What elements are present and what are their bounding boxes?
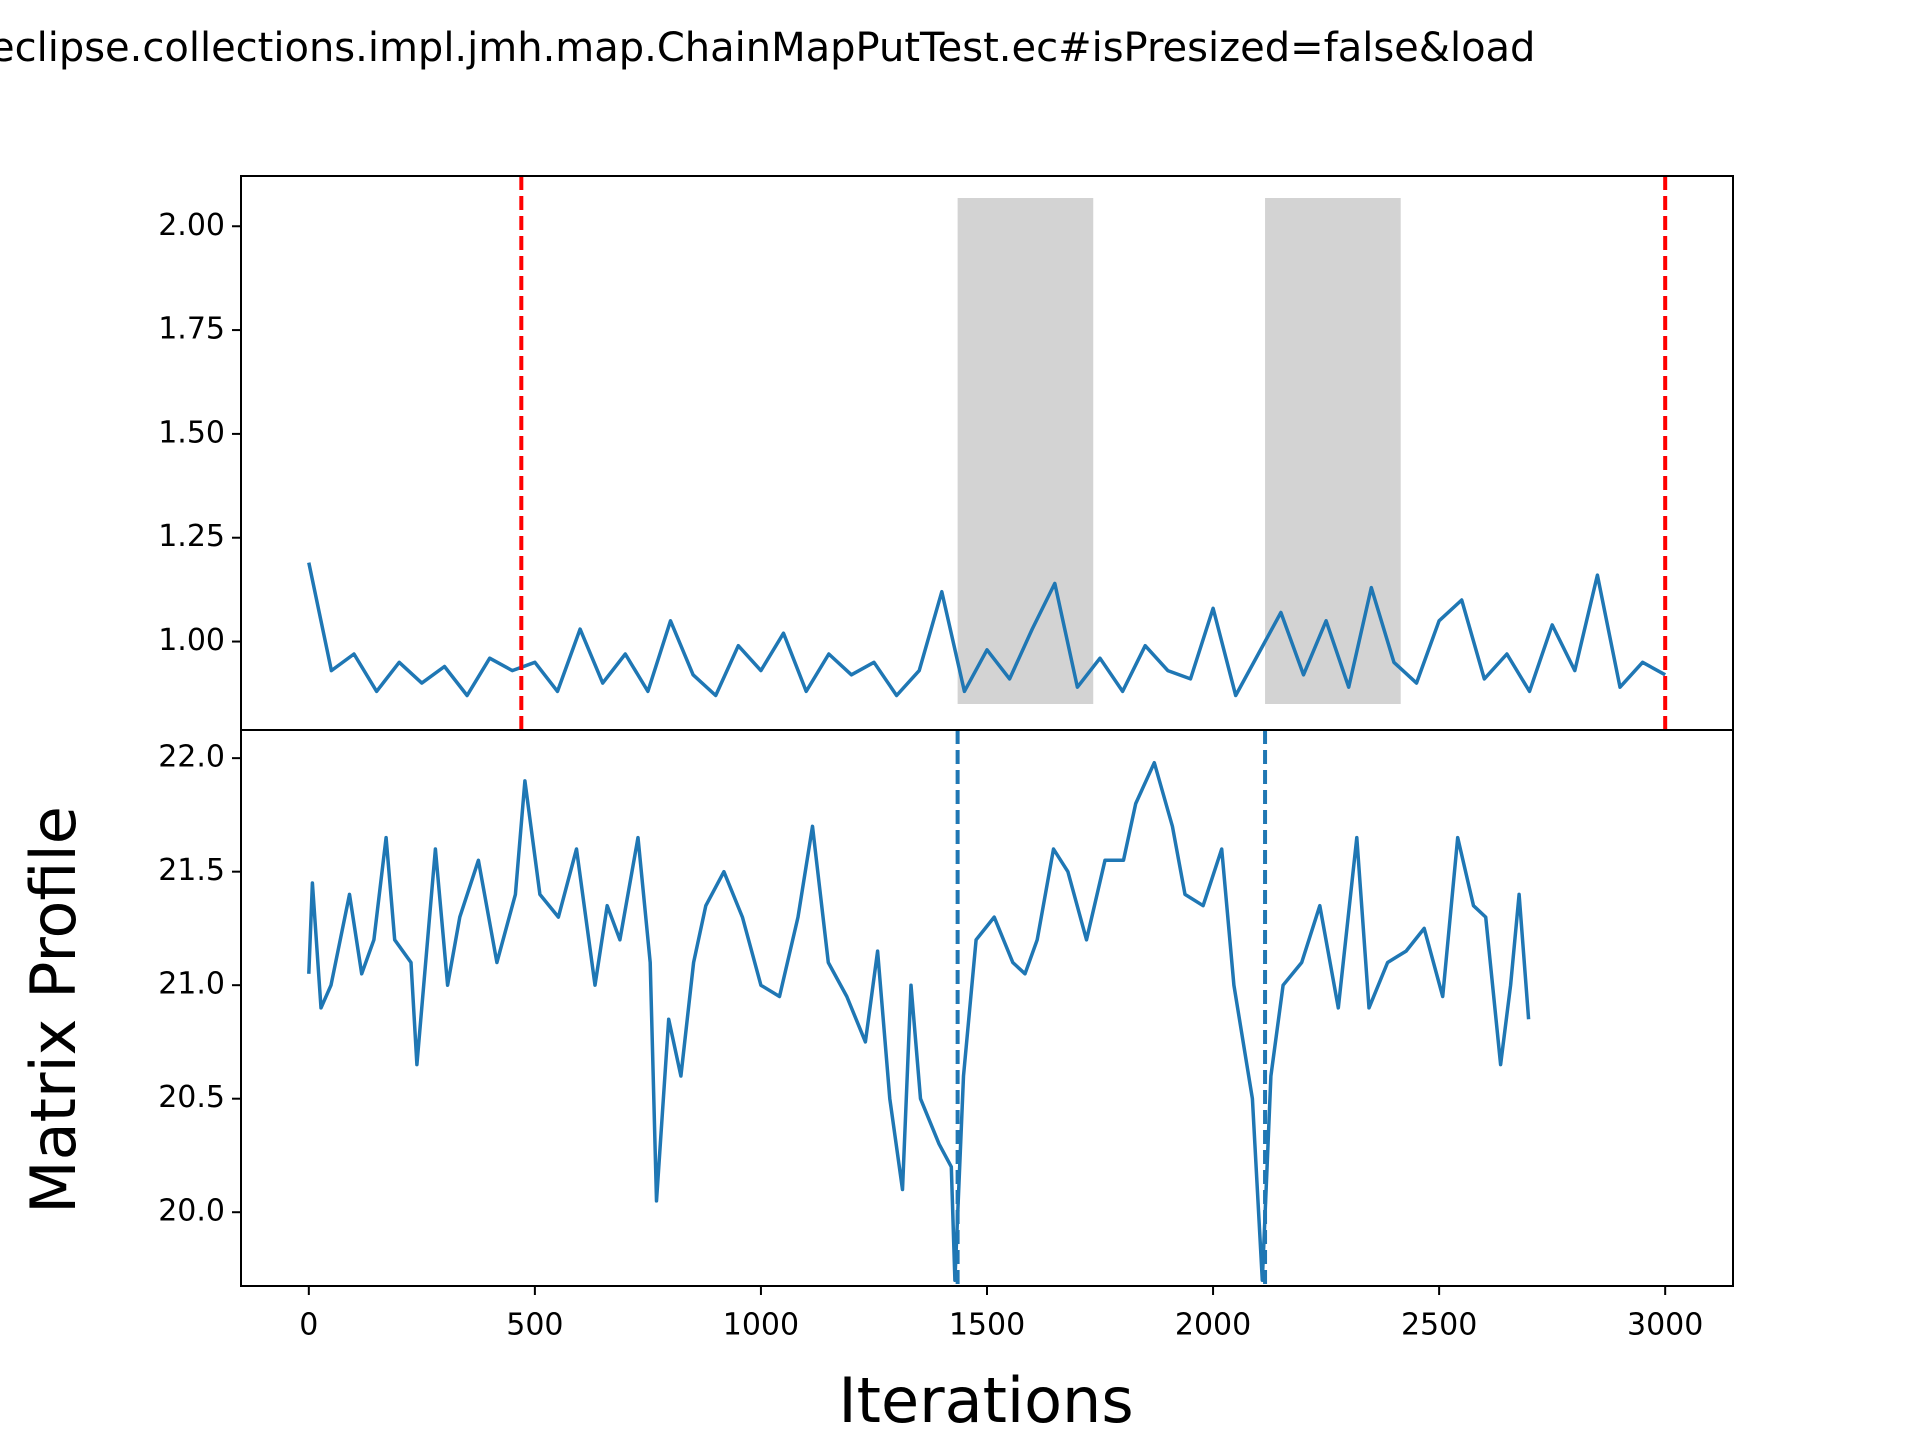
x-tick-label: 2000 [1175, 1308, 1251, 1343]
x-tick-label: 1000 [723, 1308, 799, 1343]
y-axis-label: Matrix Profile [17, 806, 90, 1214]
y-tick-label: 1.25 [158, 519, 225, 554]
x-tick-label: 3000 [1627, 1308, 1703, 1343]
y-tick-label: 21.0 [158, 967, 225, 1002]
y-tick-label: 20.5 [158, 1080, 225, 1115]
highlight-span [957, 198, 1094, 704]
y-tick-label: 1.75 [158, 312, 225, 347]
x-tick-label: 1500 [949, 1308, 1025, 1343]
x-tick-label: 2500 [1401, 1308, 1477, 1343]
x-tick-label: 0 [299, 1308, 318, 1343]
y-tick-label: 1.00 [158, 623, 225, 658]
y-tick-label: 22.0 [158, 740, 225, 775]
y-tick-label: 2.00 [158, 208, 225, 243]
y-tick-label: 21.5 [158, 853, 225, 888]
highlight-span [1265, 198, 1401, 704]
y-tick-label: 1.50 [158, 415, 225, 450]
y-tick-label: 20.0 [158, 1194, 225, 1229]
chart-title: eclipse.collections.impl.jmh.map.ChainMa… [0, 25, 1535, 71]
data-line [307, 562, 1667, 698]
data-line [307, 760, 1531, 1283]
x-axis-label: Iterations [838, 1364, 1133, 1437]
x-tick-label: 500 [506, 1308, 563, 1343]
